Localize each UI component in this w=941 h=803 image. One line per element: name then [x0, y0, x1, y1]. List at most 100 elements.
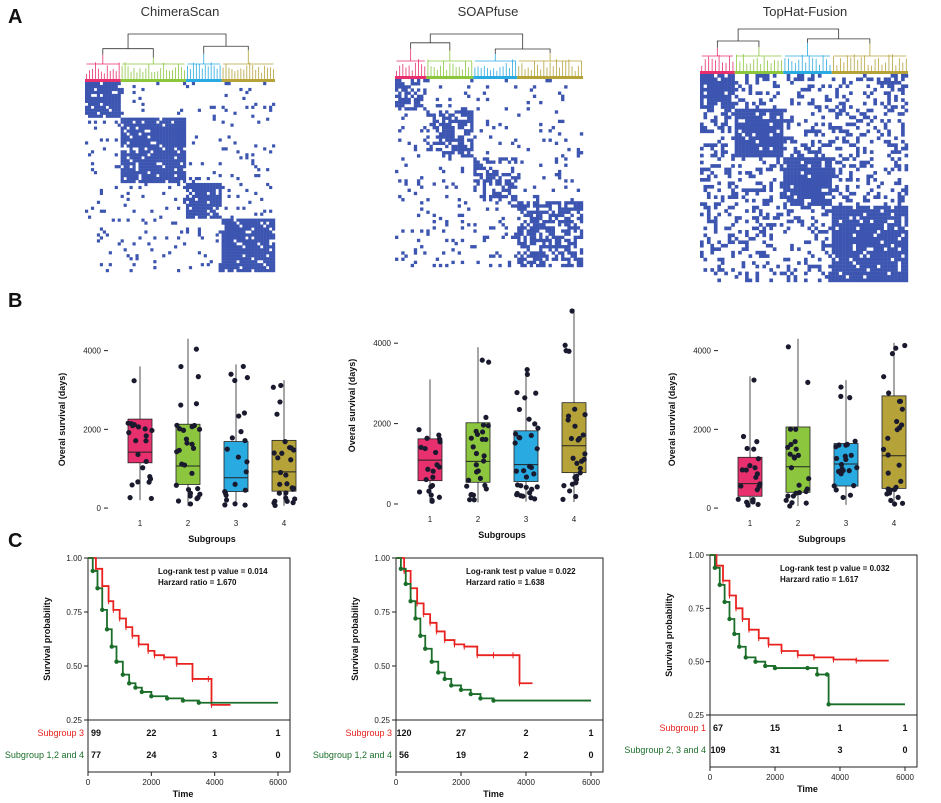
heat-cell: [901, 271, 905, 276]
data-point: [140, 465, 146, 471]
heat-cell: [245, 227, 249, 231]
heat-cell: [862, 112, 867, 116]
heat-cell: [407, 85, 411, 89]
heat-cell: [849, 275, 853, 279]
heat-cell: [824, 181, 829, 186]
heat-cell: [514, 235, 518, 239]
heat-cell: [883, 195, 888, 199]
data-point: [173, 482, 179, 488]
heat-cell: [849, 198, 853, 203]
heat-cell: [797, 181, 801, 186]
heat-cell: [251, 230, 255, 234]
heat-cell: [880, 132, 884, 137]
data-point: [528, 432, 534, 439]
heat-cell: [470, 154, 474, 158]
box-2: [785, 426, 811, 493]
heat-cell: [162, 135, 166, 139]
heat-cell: [168, 135, 172, 139]
heat-cell: [762, 216, 767, 220]
censor-mark: [90, 568, 95, 574]
heat-cell: [835, 91, 839, 95]
heat-cell: [473, 166, 477, 171]
heat-cell: [153, 138, 157, 142]
heat-cell: [551, 201, 555, 205]
heat-cell: [165, 129, 169, 133]
heat-cell: [165, 135, 169, 139]
heat-cell: [576, 147, 581, 152]
heat-cell: [539, 254, 543, 258]
cluster-bar-3: [185, 79, 222, 82]
heat-cell: [180, 177, 184, 181]
heat-cell: [904, 212, 909, 217]
risk-count: 19: [456, 750, 466, 760]
heat-cell: [523, 241, 527, 246]
heat-cell: [171, 153, 175, 157]
heat-cell: [123, 159, 127, 163]
heat-cell: [786, 157, 791, 161]
heat-cell: [539, 163, 543, 167]
heat-cell: [731, 101, 735, 106]
heat-cell: [703, 87, 708, 92]
heat-cell: [93, 99, 98, 103]
heat-cell: [266, 224, 270, 228]
heat-cell: [215, 203, 219, 207]
heat-cell: [485, 97, 490, 102]
heat-cell: [567, 226, 571, 230]
heat-cell: [117, 87, 121, 92]
heat-cell: [752, 150, 756, 154]
heat-cell: [797, 91, 801, 95]
heat-cell: [727, 226, 732, 231]
heat-cell: [748, 91, 753, 95]
heat-cell: [194, 185, 199, 190]
heat-cell: [448, 97, 452, 102]
heat-cell: [224, 245, 228, 249]
y-tick-label: 1.00: [374, 554, 390, 563]
heat-cell: [856, 178, 860, 182]
heat-cell: [720, 87, 725, 92]
heat-cell: [523, 207, 527, 211]
heat-cell: [442, 129, 446, 133]
heat-cell: [762, 198, 767, 203]
heat-cell: [790, 178, 794, 182]
heat-cell: [159, 174, 163, 178]
heat-cell: [710, 146, 715, 151]
heat-cell: [856, 77, 860, 82]
heat-cell: [883, 264, 888, 269]
x-axis-label: Time: [483, 789, 504, 799]
heat-cell: [745, 230, 749, 234]
heat-cell: [272, 233, 276, 237]
heat-cell: [713, 150, 718, 154]
data-point: [887, 487, 894, 493]
heat-cell: [266, 233, 270, 237]
x-tick-label: 4: [282, 519, 287, 528]
heat-cell: [838, 268, 843, 272]
heat-cell: [772, 164, 777, 168]
data-point: [180, 427, 187, 433]
heat-cell: [762, 153, 767, 158]
heat-cell: [85, 82, 89, 86]
heat-cell: [200, 215, 204, 219]
heat-cell: [245, 245, 249, 249]
heat-cell: [554, 257, 559, 261]
heat-cell: [435, 147, 440, 152]
heat-cell: [536, 238, 540, 243]
heat-cell: [731, 205, 735, 210]
heat-cell: [904, 74, 909, 78]
heat-cell: [876, 191, 881, 196]
heat-cell: [769, 164, 773, 168]
heat-cell: [498, 176, 502, 180]
heat-cell: [810, 184, 815, 189]
heat-cell: [828, 264, 832, 269]
heat-cell: [786, 181, 791, 186]
heat-cell: [904, 153, 909, 158]
heat-cell: [869, 271, 874, 276]
heat-cell: [476, 166, 480, 171]
heat-cell: [883, 254, 888, 258]
heat-cell: [251, 114, 255, 118]
heat-cell: [185, 182, 190, 187]
heat-cell: [395, 82, 399, 86]
heat-cell: [901, 74, 905, 78]
heat-cell: [138, 141, 142, 145]
heat-cell: [755, 191, 760, 196]
heat-cell: [790, 209, 794, 213]
